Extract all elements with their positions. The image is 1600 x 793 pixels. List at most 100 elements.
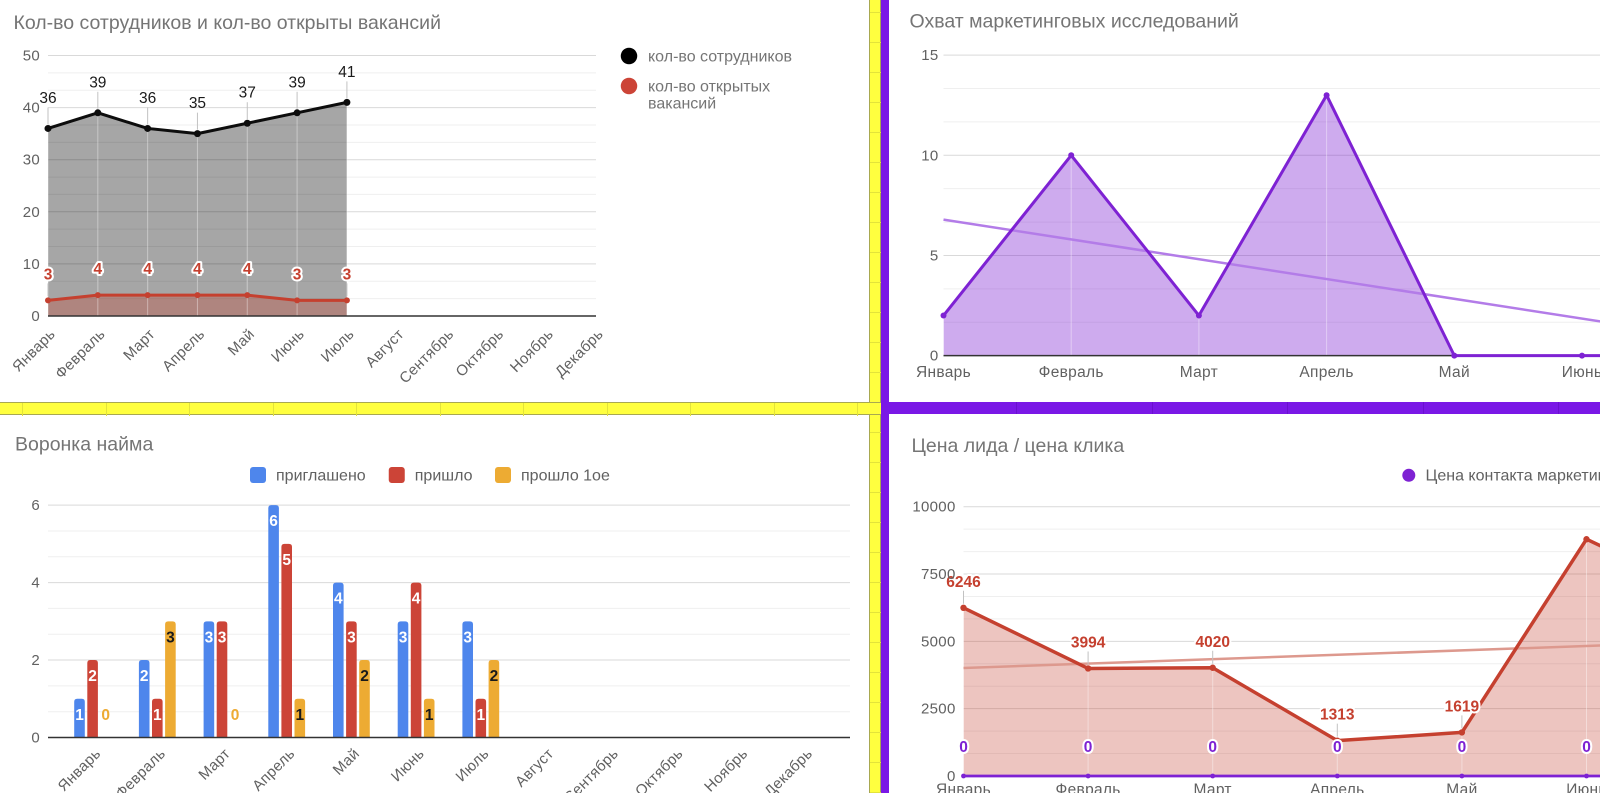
svg-text:2: 2: [88, 668, 97, 685]
svg-text:пришло: пришло: [415, 467, 473, 484]
svg-text:3: 3: [44, 266, 53, 283]
svg-text:приглашено: приглашено: [276, 467, 366, 484]
svg-text:39: 39: [89, 74, 106, 91]
svg-text:3994: 3994: [1070, 634, 1105, 651]
svg-text:кол-во сотрудников: кол-во сотрудников: [648, 49, 792, 66]
svg-text:0: 0: [101, 706, 110, 723]
svg-text:2: 2: [31, 652, 40, 669]
svg-text:Июль: Июль: [453, 745, 493, 785]
svg-text:3: 3: [463, 629, 472, 646]
svg-text:4: 4: [143, 261, 152, 278]
svg-text:Апрель: Апрель: [249, 745, 298, 793]
svg-text:50: 50: [23, 48, 40, 65]
svg-text:Март: Март: [1179, 364, 1217, 381]
svg-text:0: 0: [1582, 739, 1591, 756]
svg-text:1: 1: [476, 706, 485, 723]
svg-text:Март: Март: [1193, 781, 1231, 793]
svg-text:0: 0: [1083, 739, 1092, 756]
svg-text:Октябрь: Октябрь: [453, 326, 508, 381]
svg-text:Ноябрь: Ноябрь: [507, 326, 557, 376]
svg-text:Декабрь: Декабрь: [761, 745, 816, 793]
svg-text:Ноябрь: Ноябрь: [701, 745, 751, 793]
svg-text:вакансий: вакансий: [648, 96, 716, 113]
svg-text:Охват маркетинговых исследован: Охват маркетинговых исследований: [909, 11, 1238, 33]
svg-text:Июнь: Июнь: [1561, 364, 1600, 381]
svg-text:3: 3: [218, 629, 227, 646]
svg-text:3: 3: [347, 629, 356, 646]
svg-text:3: 3: [166, 629, 175, 646]
svg-text:Октябрь: Октябрь: [632, 745, 687, 793]
svg-text:Сентябрь: Сентябрь: [561, 745, 622, 793]
svg-text:40: 40: [23, 100, 40, 117]
svg-text:Май: Май: [330, 745, 363, 778]
svg-text:3: 3: [399, 629, 408, 646]
svg-text:Июнь: Июнь: [1566, 781, 1600, 793]
svg-text:15: 15: [921, 47, 938, 64]
svg-text:Апрель: Апрель: [1299, 364, 1353, 381]
svg-text:0: 0: [31, 729, 40, 746]
svg-text:10000: 10000: [912, 498, 955, 515]
svg-text:Февраль: Февраль: [52, 326, 109, 383]
svg-text:5: 5: [282, 551, 291, 568]
svg-text:Декабрь: Декабрь: [552, 326, 607, 381]
svg-text:Март: Март: [195, 745, 233, 783]
svg-text:10: 10: [921, 147, 938, 164]
svg-text:6: 6: [269, 513, 278, 530]
svg-text:0: 0: [929, 348, 938, 365]
svg-text:Воронка найма: Воронка найма: [15, 433, 153, 455]
svg-text:кол-во открытых: кол-во открытых: [648, 79, 770, 96]
svg-text:4: 4: [412, 590, 421, 607]
svg-text:Январь: Январь: [916, 364, 971, 381]
svg-text:0: 0: [231, 706, 240, 723]
svg-text:Апрель: Апрель: [1310, 781, 1364, 793]
svg-text:6: 6: [31, 497, 40, 514]
svg-text:Сентябрь: Сентябрь: [396, 326, 457, 387]
svg-text:6246: 6246: [946, 573, 981, 590]
svg-text:0: 0: [1457, 739, 1466, 756]
svg-text:Август: Август: [362, 326, 407, 371]
svg-text:Кол-во сотрудников и кол-во от: Кол-во сотрудников и кол-во открыты вака…: [14, 12, 441, 34]
svg-text:39: 39: [288, 74, 305, 91]
svg-text:Март: Март: [120, 326, 158, 364]
svg-text:2: 2: [140, 668, 149, 685]
svg-text:Август: Август: [512, 745, 557, 790]
svg-text:36: 36: [139, 90, 156, 107]
svg-text:1313: 1313: [1320, 706, 1355, 723]
svg-text:Январь: Январь: [55, 745, 105, 793]
svg-text:5: 5: [929, 247, 938, 264]
svg-text:3: 3: [205, 629, 214, 646]
svg-text:4: 4: [243, 261, 252, 278]
svg-text:Январь: Январь: [9, 326, 59, 376]
svg-text:4: 4: [334, 590, 343, 607]
svg-text:4: 4: [94, 261, 103, 278]
svg-text:прошло 1ое: прошло 1ое: [521, 467, 610, 484]
svg-text:10: 10: [23, 256, 40, 273]
svg-text:20: 20: [23, 204, 40, 221]
svg-text:Июнь: Июнь: [268, 326, 308, 366]
svg-text:0: 0: [946, 768, 955, 785]
svg-text:4: 4: [193, 261, 202, 278]
svg-text:2: 2: [360, 668, 369, 685]
svg-text:Январь: Январь: [936, 781, 991, 793]
svg-text:2: 2: [490, 668, 499, 685]
svg-text:2500: 2500: [921, 700, 956, 717]
svg-text:35: 35: [189, 95, 206, 112]
svg-text:4: 4: [31, 574, 40, 591]
svg-text:1: 1: [425, 706, 434, 723]
svg-text:Февраль: Февраль: [1055, 781, 1120, 793]
svg-text:1: 1: [75, 706, 84, 723]
svg-text:0: 0: [1332, 739, 1341, 756]
svg-text:Май: Май: [1446, 781, 1477, 793]
svg-text:Июль: Июль: [318, 326, 358, 366]
svg-text:4020: 4020: [1195, 633, 1229, 650]
svg-text:7500: 7500: [921, 566, 956, 583]
svg-text:36: 36: [39, 90, 56, 107]
svg-text:Цена контакта маркетинг: Цена контакта маркетинг: [1425, 467, 1600, 484]
svg-text:Апрель: Апрель: [159, 326, 208, 375]
svg-text:1: 1: [153, 706, 162, 723]
svg-text:30: 30: [23, 152, 40, 169]
svg-text:Цена лида / цена клика: Цена лида / цена клика: [911, 435, 1124, 457]
svg-text:1: 1: [295, 706, 304, 723]
svg-text:0: 0: [959, 739, 968, 756]
svg-text:1619: 1619: [1444, 698, 1479, 715]
